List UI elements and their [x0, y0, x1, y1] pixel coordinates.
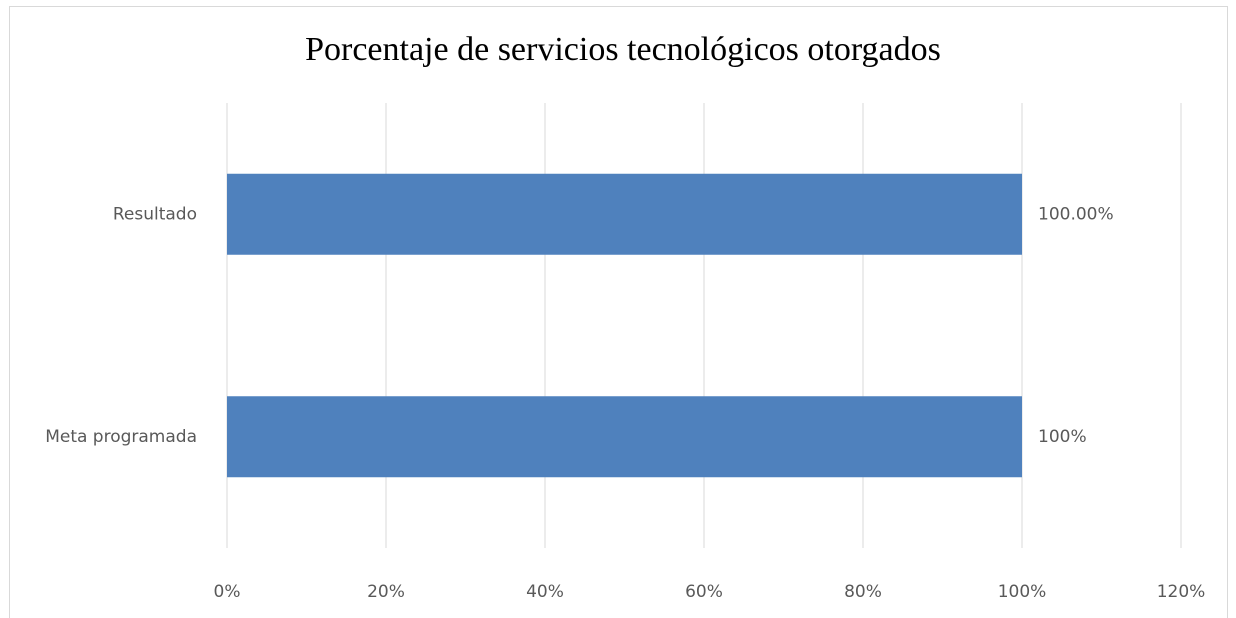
- category-label: Meta programada: [45, 427, 197, 447]
- x-tick-label: 20%: [367, 582, 405, 602]
- data-label: 100.00%: [1038, 204, 1114, 224]
- x-tick-label: 120%: [1157, 582, 1206, 602]
- x-tick-label: 100%: [998, 582, 1047, 602]
- x-tick-label: 60%: [685, 582, 723, 602]
- bar: [227, 173, 1022, 255]
- x-tick-label: 80%: [844, 582, 882, 602]
- chart-title: Porcentaje de servicios tecnológicos oto…: [305, 31, 941, 68]
- bar: [227, 396, 1022, 478]
- category-label: Resultado: [113, 204, 197, 224]
- x-tick-label: 40%: [526, 582, 564, 602]
- data-label: 100%: [1038, 427, 1087, 447]
- chart-border: [9, 6, 1228, 618]
- x-tick-label: 0%: [214, 582, 241, 602]
